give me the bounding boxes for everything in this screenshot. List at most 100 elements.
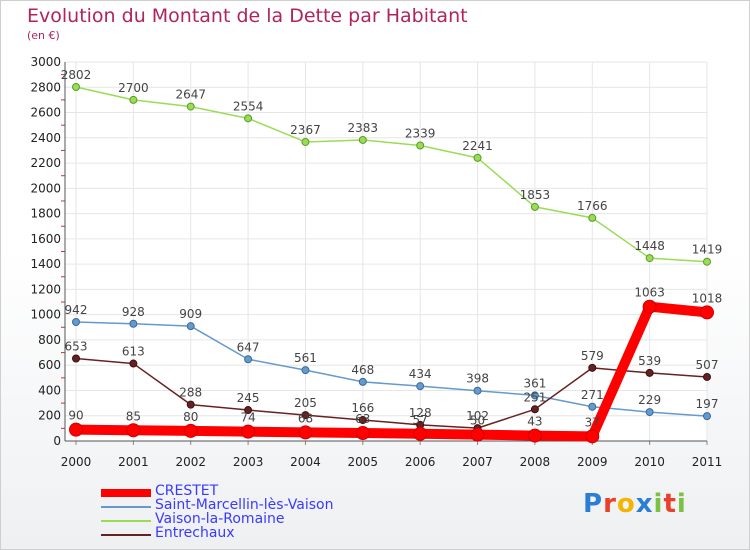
data-point-saint-marcellin-les-vaison — [244, 355, 253, 364]
data-label-vaison-la-romaine: 1419 — [692, 243, 723, 257]
data-label-crestet: 1063 — [634, 286, 665, 300]
data-point-vaison-la-romaine — [72, 83, 80, 92]
data-point-crestet — [700, 305, 714, 320]
x-tick-label: 2000 — [61, 455, 92, 469]
x-tick-label: 2009 — [577, 455, 608, 469]
data-point-crestet — [126, 423, 141, 438]
data-point-vaison-la-romaine — [588, 213, 597, 222]
x-tick-label: 2006 — [405, 455, 436, 469]
data-label-saint-marcellin-les-vaison: 942 — [65, 303, 88, 317]
data-label-saint-marcellin-les-vaison: 468 — [351, 363, 374, 377]
data-point-entrechaux — [244, 406, 253, 415]
data-label-saint-marcellin-les-vaison: 909 — [179, 307, 202, 321]
data-label-entrechaux: 653 — [65, 340, 88, 354]
data-label-crestet: 50 — [470, 414, 485, 428]
data-point-vaison-la-romaine — [703, 257, 711, 266]
data-label-crestet: 85 — [126, 409, 141, 423]
data-label-vaison-la-romaine: 1853 — [520, 188, 551, 202]
data-point-saint-marcellin-les-vaison — [588, 402, 597, 411]
data-label-crestet: 63 — [355, 412, 370, 426]
data-label-vaison-la-romaine: 1448 — [634, 239, 665, 253]
data-point-saint-marcellin-les-vaison — [530, 391, 539, 400]
data-point-entrechaux — [358, 416, 367, 425]
data-point-saint-marcellin-les-vaison — [301, 366, 310, 375]
y-tick-label: 3000 — [30, 55, 61, 69]
data-label-vaison-la-romaine: 1766 — [577, 199, 608, 213]
legend-swatch — [101, 534, 151, 536]
data-label-saint-marcellin-les-vaison: 434 — [409, 367, 432, 381]
data-label-entrechaux: 579 — [581, 349, 604, 363]
plot-area — [65, 62, 707, 441]
data-point-vaison-la-romaine — [645, 254, 654, 263]
data-label-vaison-la-romaine: 2241 — [462, 139, 493, 153]
data-point-entrechaux — [301, 411, 310, 420]
data-point-saint-marcellin-les-vaison — [186, 322, 195, 331]
data-label-saint-marcellin-les-vaison: 647 — [237, 340, 260, 354]
y-tick-label: 1200 — [30, 282, 61, 296]
data-point-entrechaux — [645, 368, 654, 377]
data-point-entrechaux — [72, 354, 80, 363]
x-tick-label: 2008 — [520, 455, 551, 469]
logo-letter: i — [676, 489, 687, 519]
data-label-saint-marcellin-les-vaison: 398 — [466, 372, 489, 386]
data-label-saint-marcellin-les-vaison: 271 — [581, 388, 604, 402]
data-point-vaison-la-romaine — [244, 114, 253, 123]
data-point-entrechaux — [186, 400, 195, 409]
x-tick-label: 2003 — [233, 455, 264, 469]
series-line-entrechaux — [75, 357, 708, 429]
data-point-saint-marcellin-les-vaison — [358, 377, 367, 386]
data-label-entrechaux: 539 — [638, 354, 661, 368]
data-point-saint-marcellin-les-vaison — [129, 319, 138, 328]
y-tick-label: 0 — [53, 434, 61, 448]
data-point-vaison-la-romaine — [473, 153, 482, 162]
data-point-vaison-la-romaine — [186, 102, 195, 111]
data-label-vaison-la-romaine: 2700 — [118, 81, 149, 95]
series-line-vaison-la-romaine — [75, 86, 708, 263]
data-point-vaison-la-romaine — [416, 141, 425, 150]
logo-letter: o — [616, 489, 636, 519]
data-point-crestet — [527, 428, 542, 443]
y-tick-label: 200 — [38, 409, 61, 423]
chart-subtitle: (en €) — [27, 29, 60, 42]
data-label-entrechaux: 102 — [466, 409, 489, 423]
data-label-vaison-la-romaine: 2339 — [405, 127, 436, 141]
data-point-vaison-la-romaine — [358, 135, 367, 144]
y-tick-label: 2800 — [30, 80, 61, 94]
data-point-crestet — [413, 426, 428, 441]
data-label-entrechaux: 507 — [696, 358, 719, 372]
data-label-vaison-la-romaine: 2367 — [290, 123, 321, 137]
data-point-entrechaux — [129, 359, 138, 368]
data-label-saint-marcellin-les-vaison: 561 — [294, 351, 317, 365]
data-label-vaison-la-romaine: 2647 — [175, 88, 206, 102]
data-point-vaison-la-romaine — [301, 137, 310, 146]
y-tick-label: 800 — [38, 333, 61, 347]
proxiti-logo: Proxiti — [583, 489, 687, 519]
data-label-entrechaux: 288 — [179, 386, 202, 400]
y-tick-label: 2400 — [30, 131, 61, 145]
legend-label: CRESTET — [155, 483, 219, 499]
data-point-saint-marcellin-les-vaison — [72, 317, 80, 326]
legend-label: Vaison-la-Romaine — [155, 511, 285, 527]
legend-swatch — [101, 489, 151, 497]
data-label-vaison-la-romaine: 2802 — [61, 68, 92, 82]
logo-letter: x — [635, 489, 654, 519]
data-label-crestet: 43 — [527, 415, 542, 429]
data-point-saint-marcellin-les-vaison — [645, 408, 654, 417]
data-label-saint-marcellin-les-vaison: 361 — [523, 376, 546, 390]
data-label-vaison-la-romaine: 2383 — [348, 121, 379, 135]
x-tick-label: 2004 — [290, 455, 321, 469]
y-tick-label: 2200 — [30, 156, 61, 170]
data-label-vaison-la-romaine: 2554 — [233, 99, 264, 113]
data-point-vaison-la-romaine — [129, 95, 138, 104]
data-label-saint-marcellin-les-vaison: 197 — [696, 397, 719, 411]
data-label-crestet: 80 — [183, 410, 198, 424]
data-label-crestet: 37 — [585, 415, 600, 429]
legend-label: Saint-Marcellin-lès-Vaison — [155, 497, 334, 513]
chart-title: Evolution du Montant de la Dette par Hab… — [27, 5, 468, 27]
y-tick-label: 1800 — [30, 207, 61, 221]
data-point-crestet — [642, 299, 657, 314]
data-point-crestet — [355, 426, 370, 441]
data-label-entrechaux: 613 — [122, 345, 145, 359]
y-tick-label: 400 — [38, 383, 61, 397]
